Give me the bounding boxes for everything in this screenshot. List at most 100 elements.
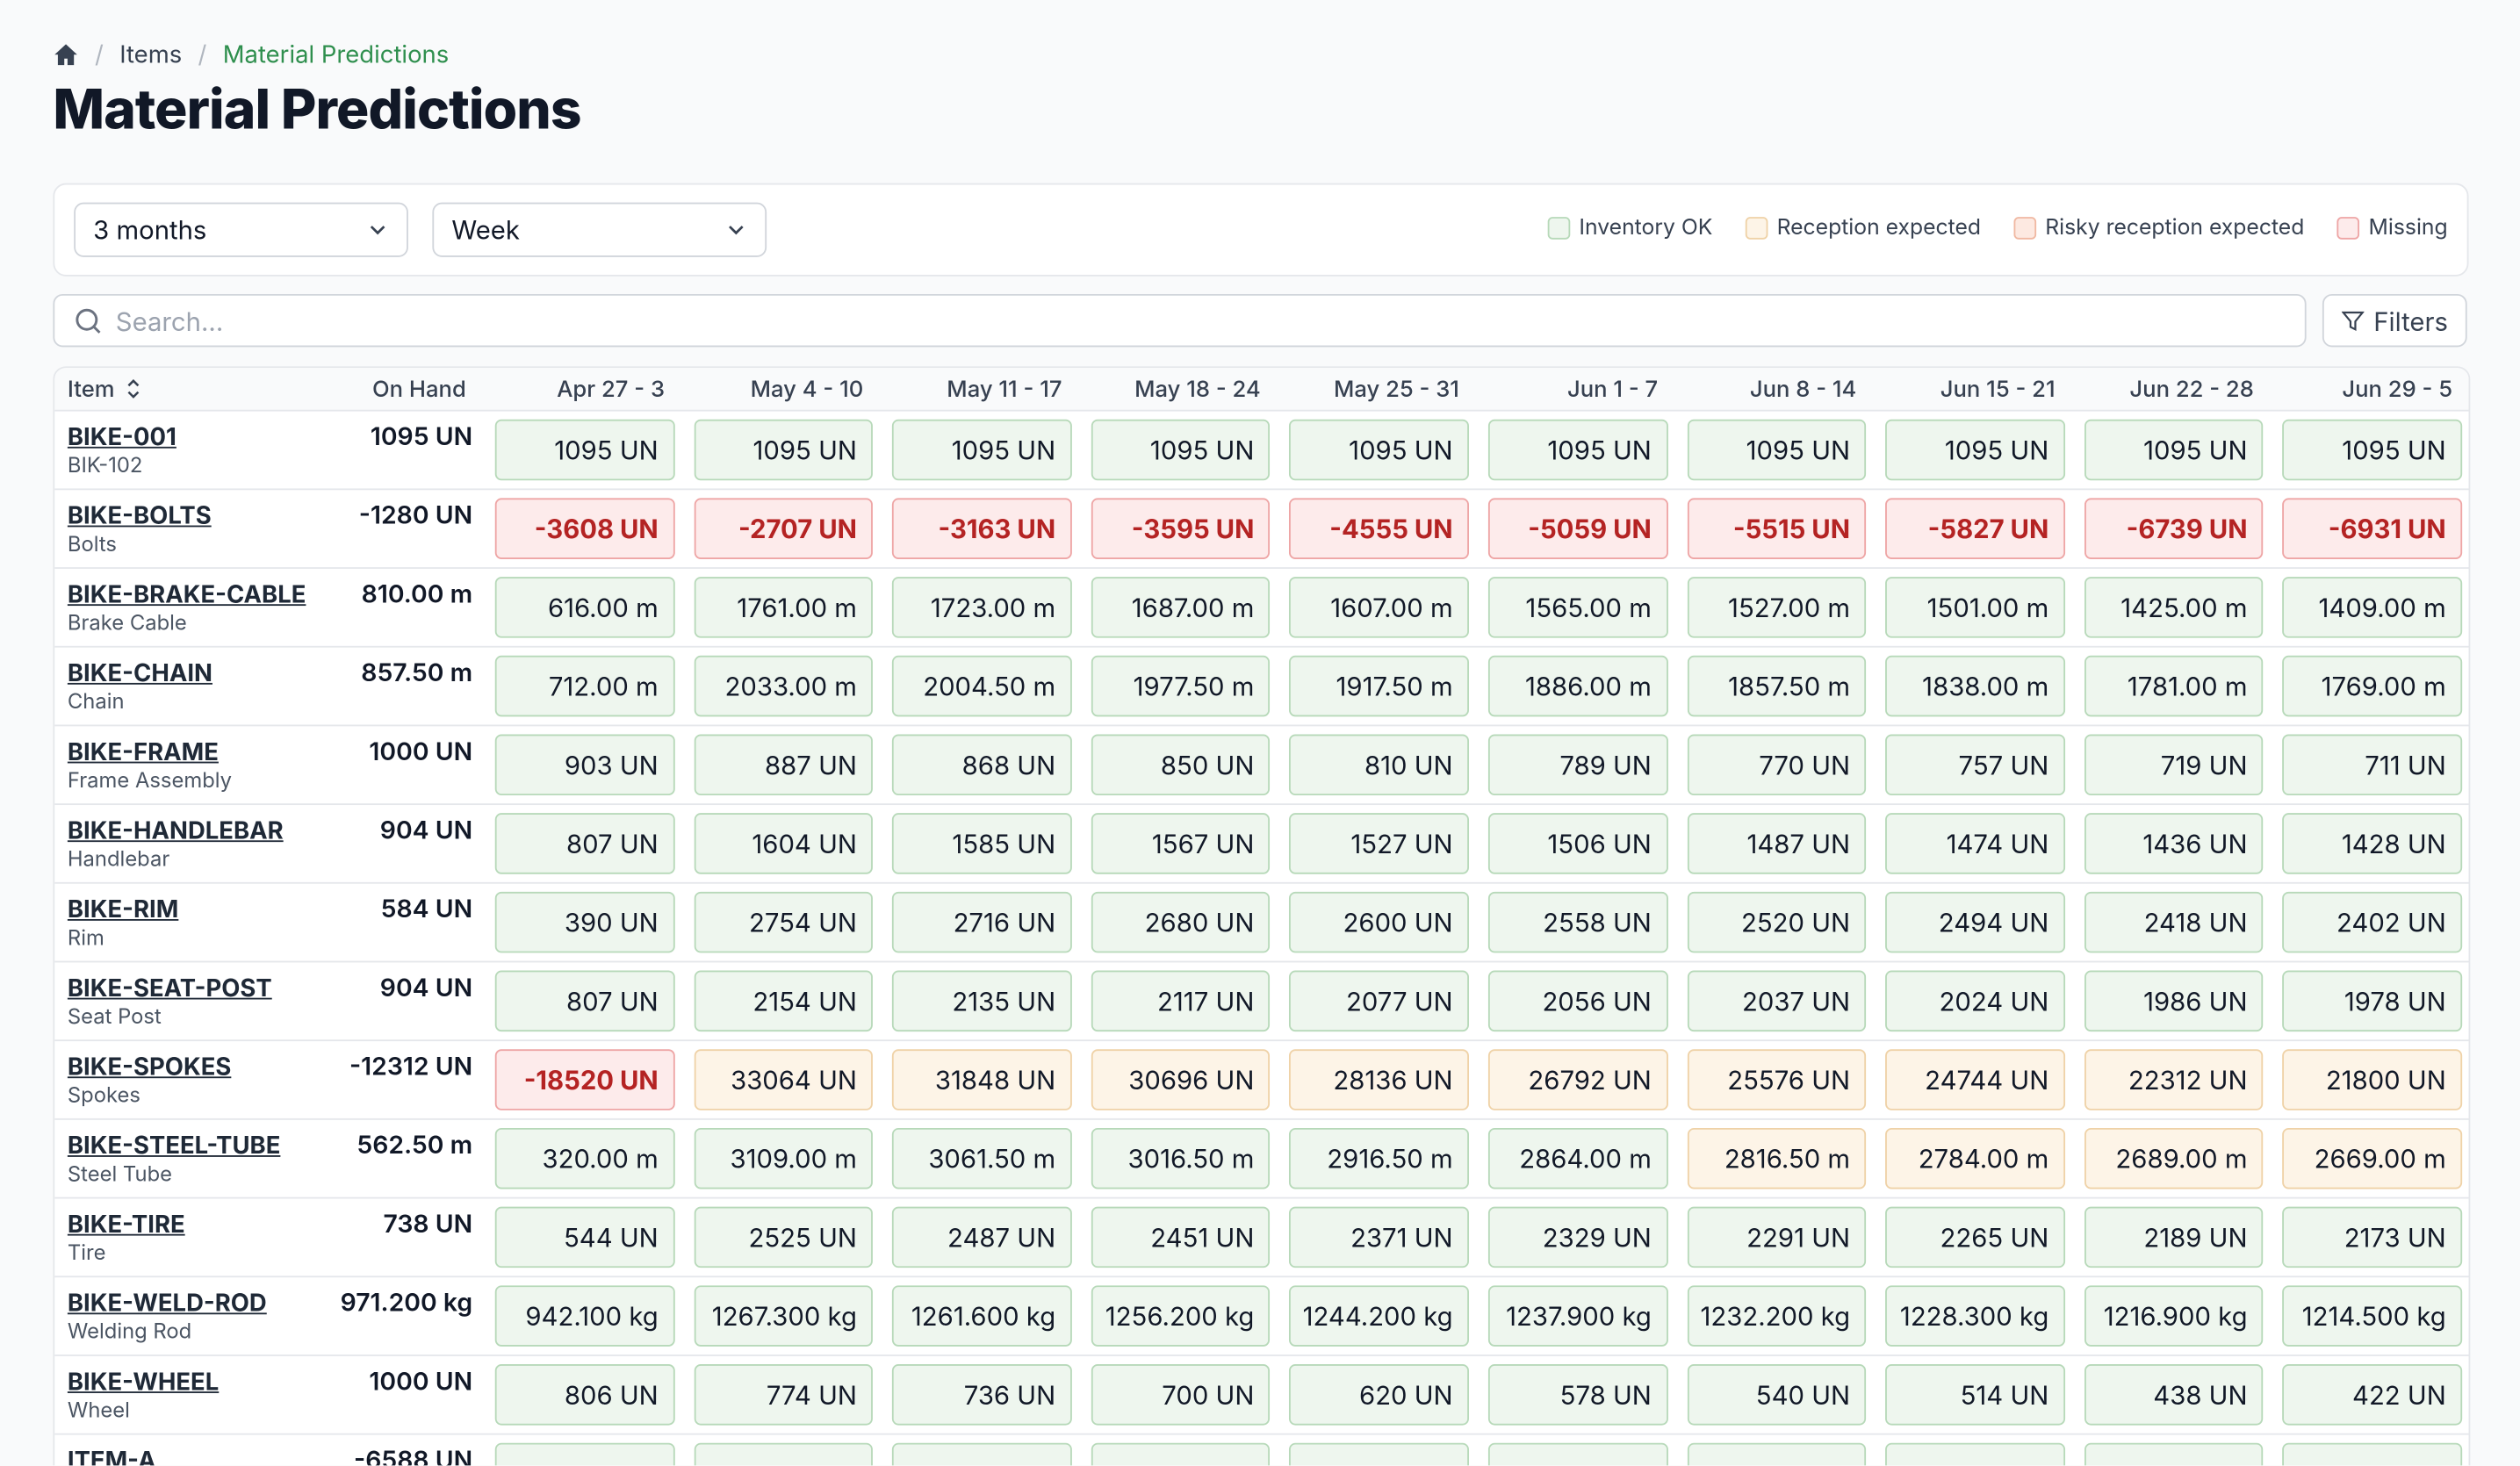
prediction-cell: 1857.50 m — [1687, 655, 1867, 717]
item-link[interactable]: BIKE-BRAKE-CABLE — [67, 578, 306, 609]
prediction-cell: 1723.00 m — [892, 577, 1072, 638]
prediction-cell: 620 UN — [1289, 1364, 1469, 1426]
prediction-cell: 810 UN — [1289, 734, 1469, 796]
prediction-cell: 2600 UN — [1289, 891, 1469, 953]
on-hand: 1000 UN — [369, 736, 473, 767]
item-cell: ITEM-A — [54, 1435, 328, 1466]
table-row: BIKE-BOLTS Bolts -1280 UN -3608 UN -2707 UN -… — [54, 490, 2469, 569]
item-link[interactable]: BIKE-WELD-ROD — [67, 1287, 267, 1318]
prediction-cell: 1978 UN — [2282, 970, 2463, 1032]
item-link[interactable]: BIKE-BOLTS — [67, 499, 212, 531]
prediction-cell: 1917.50 m — [1289, 655, 1469, 717]
period-select[interactable]: Week — [432, 202, 767, 257]
prediction-cell: 1761.00 m — [693, 577, 874, 638]
prediction-cell: 770 UN — [1687, 734, 1867, 796]
prediction-cell: 1986 UN — [2084, 970, 2264, 1032]
on-hand: -12312 UN — [349, 1051, 473, 1082]
prediction-cell: 903 UN — [494, 734, 675, 796]
prediction-cell: -6739 UN — [2084, 498, 2264, 559]
legend-item: Inventory OK — [1546, 215, 1712, 241]
prediction-cell: 2402 UN — [2282, 891, 2463, 953]
prediction-cell: 1095 UN — [1289, 419, 1469, 481]
item-name: Chain — [67, 689, 125, 715]
item-link[interactable]: BIKE-SPOKES — [67, 1051, 232, 1082]
prediction-cell: 1409.00 m — [2282, 577, 2463, 638]
prediction-cell: 1256.200 kg — [1091, 1285, 1271, 1347]
filters-button[interactable]: Filters — [2322, 293, 2467, 348]
item-link[interactable]: BIKE-HANDLEBAR — [67, 815, 284, 845]
prediction-cell: -3608 UN — [494, 498, 675, 559]
header-label: Jun 22 - 28 — [2129, 375, 2254, 403]
on-hand: 1000 UN — [369, 1365, 473, 1397]
breadcrumb-link[interactable]: Items — [119, 38, 183, 69]
column-header: May 4 - 10 — [680, 375, 879, 402]
item-link[interactable]: BIKE-WHEEL — [67, 1365, 220, 1397]
prediction-cell: 2117 UN — [1091, 970, 1271, 1032]
item-link[interactable]: ITEM-A — [67, 1444, 156, 1466]
prediction-cell: -5827 UN — [1885, 498, 2065, 559]
prediction-cell: 2418 UN — [2084, 891, 2264, 953]
header-label: Jun 15 - 21 — [1940, 375, 2056, 403]
range-select[interactable]: 3 months — [74, 202, 408, 257]
table-row: BIKE-CHAIN Chain 857.50 m 712.00 m 2033.00 m… — [54, 648, 2469, 727]
item-link[interactable]: BIKE-STEEL-TUBE — [67, 1129, 281, 1161]
item-link[interactable]: BIKE-001 — [67, 420, 176, 452]
column-header: May 18 - 24 — [1078, 375, 1277, 402]
legend-swatch — [1744, 217, 1768, 240]
on-hand: -1280 UN — [358, 499, 473, 531]
prediction-cell: 1428 UN — [2282, 813, 2463, 874]
item-link[interactable]: BIKE-RIM — [67, 893, 179, 924]
item-link[interactable]: BIKE-SEAT-POST — [67, 972, 272, 1003]
prediction-cell: 1095 UN — [2084, 419, 2264, 481]
prediction-cell — [1687, 1442, 1867, 1466]
column-header[interactable]: Item — [54, 375, 328, 403]
header-label: On Hand — [372, 375, 466, 403]
search-icon — [76, 307, 101, 334]
prediction-cell: 390 UN — [494, 891, 675, 953]
item-name: Frame Assembly — [67, 767, 233, 794]
legend: Inventory OK Reception expected Risky rece… — [1546, 215, 2448, 241]
sort-icon[interactable] — [125, 377, 144, 400]
item-name: Spokes — [67, 1082, 140, 1109]
legend-label: Reception expected — [1776, 215, 1982, 241]
search-input[interactable]: Search... — [53, 293, 2307, 348]
prediction-cell: 1216.900 kg — [2084, 1285, 2264, 1347]
prediction-cell: 1585 UN — [892, 813, 1072, 874]
prediction-cell: 2329 UN — [1487, 1206, 1668, 1268]
prediction-cell — [2282, 1442, 2463, 1466]
prediction-cell: 2816.50 m — [1687, 1127, 1867, 1189]
prediction-cell: 2056 UN — [1487, 970, 1668, 1032]
table-row: BIKE-WHEEL Wheel 1000 UN 806 UN 774 UN 736 UN… — [54, 1356, 2469, 1435]
filter-icon — [2341, 310, 2365, 331]
item-cell: BIKE-RIM Rim — [54, 884, 328, 961]
column-header: May 11 - 17 — [880, 375, 1078, 402]
item-cell: BIKE-001 BIK-102 — [54, 412, 328, 489]
legend-label: Missing — [2368, 215, 2448, 241]
item-link[interactable]: BIKE-TIRE — [67, 1208, 185, 1240]
column-header: On Hand — [328, 375, 482, 402]
item-name: Brake Cable — [67, 610, 187, 636]
item-cell: BIKE-WELD-ROD Welding Rod — [54, 1277, 328, 1355]
item-link[interactable]: BIKE-CHAIN — [67, 657, 212, 688]
on-hand: 810.00 m — [361, 578, 473, 609]
prediction-cell: 21800 UN — [2282, 1049, 2463, 1110]
prediction-cell — [494, 1442, 675, 1466]
table-row: BIKE-HANDLEBAR Handlebar 904 UN 807 UN 1604 … — [54, 805, 2469, 884]
header-label: May 11 - 17 — [947, 375, 1062, 403]
prediction-cell: 1095 UN — [693, 419, 874, 481]
item-cell: BIKE-SPOKES Spokes — [54, 1041, 328, 1118]
prediction-cell — [1289, 1442, 1469, 1466]
prediction-cell: 438 UN — [2084, 1364, 2264, 1426]
prediction-cell: 1607.00 m — [1289, 577, 1469, 638]
item-name: Tire — [67, 1240, 106, 1267]
home-icon[interactable] — [53, 41, 78, 67]
header-label: May 25 - 31 — [1333, 375, 1459, 403]
item-link[interactable]: BIKE-FRAME — [67, 736, 219, 767]
table-row: BIKE-001 BIK-102 1095 UN 1095 UN 1095 UN 1095… — [54, 412, 2469, 491]
prediction-cell: 1095 UN — [494, 419, 675, 481]
legend-item: Risky reception expected — [2012, 215, 2304, 241]
prediction-cell: 2033.00 m — [693, 655, 874, 717]
prediction-cell: 1232.200 kg — [1687, 1285, 1867, 1347]
prediction-cell: -4555 UN — [1289, 498, 1469, 559]
item-cell: BIKE-WHEEL Wheel — [54, 1356, 328, 1434]
